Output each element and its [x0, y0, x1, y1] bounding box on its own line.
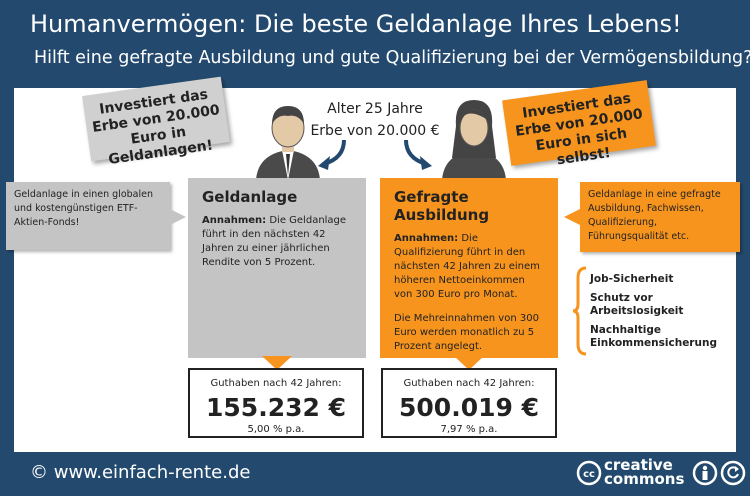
age-text: Alter 25 Jahre [327, 101, 423, 117]
page-subtitle: Hilft eine gefragte Ausbildung und gute … [34, 48, 750, 68]
education-result-rate: 7,97 % p.a. [440, 424, 498, 435]
inheritance-text: Erbe von 20.000 € [310, 123, 440, 139]
center-label: Alter 25 Jahre Erbe von 20.000 € [300, 98, 450, 142]
note-right-pointer-icon [564, 208, 582, 226]
education-assumption-text: Die Qualifizierung führt in den nächsten… [394, 233, 540, 300]
investment-assumption-label: Annahmen: [202, 215, 267, 226]
education-card: Gefragte Ausbildung Annahmen: Die Qualif… [380, 178, 558, 358]
arrow-down-right-icon [404, 139, 432, 170]
man-icon [256, 106, 320, 180]
education-assumption-label: Annahmen: [394, 233, 459, 244]
investment-result-label: Guthaben nach 42 Jahren: [210, 378, 342, 389]
education-note: Geldanlage in eine gefragte Ausbildung, … [580, 182, 740, 252]
cc-line1: creative [604, 456, 673, 474]
bracket-icon [572, 266, 587, 356]
page-title: Humanvermögen: Die beste Geldanlage Ihre… [30, 10, 682, 38]
education-card-title: Gefragte Ausbildung [394, 188, 490, 224]
benefit-item: Schutz vor Arbeitslosigkeit [590, 292, 684, 317]
arrow-down-left-icon [318, 139, 346, 170]
benefit-item: Job-Sicherheit [590, 273, 674, 285]
attribution-icon [692, 460, 718, 486]
pointer-right-icon [454, 356, 484, 370]
cc-label: creative commons [604, 456, 685, 488]
note-left-pointer-icon [168, 208, 186, 226]
footer-url[interactable]: © www.einfach-rente.de [30, 462, 251, 483]
cc-icon: cc [576, 460, 602, 486]
benefit-item: Nachhaltige Einkommensicherung [590, 324, 717, 349]
share-alike-icon [720, 460, 746, 486]
investment-note: Geldanlage in einen globalen und kosteng… [6, 182, 170, 250]
education-result-value: 500.019 € [399, 393, 539, 422]
investment-result-rate: 5,00 % p.a. [247, 424, 305, 435]
investment-card-text: Annahmen: Die Geldanlage führt in den nä… [202, 214, 352, 270]
investment-card-title: Geldanlage [202, 188, 298, 206]
svg-text:cc: cc [583, 469, 595, 480]
education-result-box: Guthaben nach 42 Jahren: 500.019 € 7,97 … [381, 368, 557, 438]
education-card-text: Annahmen: Die Qualifizierung führt in de… [394, 232, 544, 354]
education-extra-text: Die Mehreinnahmen von 300 Euro werden mo… [394, 313, 539, 352]
investment-card: Geldanlage Annahmen: Die Geldanlage führ… [188, 178, 366, 358]
investment-assumption-text: Die Geldanlage führt in den nächsten 42 … [202, 215, 347, 268]
investment-result-value: 155.232 € [206, 393, 346, 422]
benefits-list: Job-Sicherheit Schutz vor Arbeitslosigke… [590, 273, 720, 356]
investment-result-box: Guthaben nach 42 Jahren: 155.232 € 5,00 … [188, 368, 364, 438]
education-result-label: Guthaben nach 42 Jahren: [403, 378, 535, 389]
pointer-left-icon [262, 356, 292, 370]
cc-line2: commons [604, 470, 685, 488]
woman-icon [442, 100, 506, 180]
